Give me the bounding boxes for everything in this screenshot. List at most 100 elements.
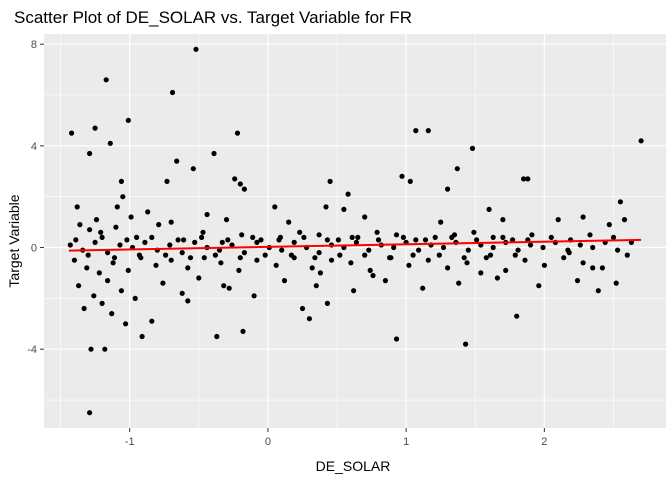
data-point: [221, 283, 227, 289]
data-point: [362, 252, 368, 258]
data-point: [580, 260, 586, 266]
data-point: [123, 321, 129, 327]
data-point: [99, 234, 105, 240]
y-axis-title: Target Variable: [6, 194, 22, 287]
data-point: [179, 290, 185, 296]
x-axis-title: DE_SOLAR: [316, 458, 391, 474]
data-point: [461, 255, 467, 261]
data-point: [218, 260, 224, 266]
data-points: [67, 46, 644, 416]
data-point: [327, 178, 333, 184]
data-point: [483, 255, 489, 261]
data-point: [351, 288, 357, 294]
data-point: [239, 232, 245, 238]
data-point: [587, 232, 593, 238]
data-point: [76, 283, 82, 289]
data-point: [323, 204, 329, 210]
data-point: [229, 242, 235, 248]
data-point: [167, 242, 173, 248]
data-point: [145, 209, 151, 215]
data-point: [240, 328, 246, 334]
data-point: [463, 341, 469, 347]
data-point: [77, 222, 83, 228]
data-point: [93, 217, 100, 223]
data-point: [196, 275, 202, 281]
x-tick-label: 1: [403, 436, 409, 448]
data-point: [324, 300, 330, 306]
data-point: [599, 265, 606, 271]
data-point: [134, 234, 140, 240]
data-point: [366, 247, 372, 253]
data-point: [425, 257, 431, 263]
data-point: [111, 255, 118, 261]
data-point: [201, 255, 207, 261]
data-point: [185, 298, 191, 304]
data-point: [445, 265, 451, 271]
plot-panel: [44, 34, 666, 428]
data-point: [527, 242, 534, 248]
data-point: [317, 270, 323, 276]
data-point: [420, 285, 426, 291]
data-point: [515, 247, 521, 253]
data-point: [355, 234, 361, 240]
data-point: [179, 250, 185, 256]
data-point: [613, 280, 619, 286]
data-point: [87, 227, 93, 233]
data-point: [85, 252, 91, 258]
data-point: [87, 150, 93, 157]
data-point: [187, 255, 194, 261]
data-point: [105, 250, 111, 256]
data-point: [540, 244, 546, 251]
data-point: [536, 283, 542, 289]
data-point: [382, 278, 388, 284]
x-tick-label: 0: [265, 436, 271, 448]
data-point: [370, 272, 376, 279]
data-point: [393, 336, 400, 342]
x-tick-label: 2: [541, 436, 547, 448]
data-point: [610, 234, 617, 240]
data-point: [114, 204, 120, 210]
data-point: [590, 265, 596, 271]
data-point: [110, 260, 116, 266]
data-point: [407, 178, 413, 184]
data-point: [469, 145, 476, 151]
data-point: [494, 275, 500, 281]
data-point: [449, 234, 455, 240]
data-point: [107, 140, 113, 146]
data-point: [219, 239, 225, 245]
y-axis: -4 0 4 8: [27, 39, 44, 356]
data-point: [577, 242, 583, 248]
chart-title: Scatter Plot of DE_SOLAR vs. Target Vari…: [14, 8, 412, 27]
data-point: [299, 305, 306, 312]
x-axis: -1 0 1 2: [125, 428, 547, 448]
data-point: [234, 130, 241, 136]
data-point: [474, 237, 480, 243]
data-point: [185, 265, 191, 271]
data-point: [128, 214, 134, 220]
data-point: [509, 237, 516, 243]
data-point: [67, 242, 73, 248]
data-point: [92, 125, 98, 131]
data-point: [139, 333, 145, 340]
data-point: [99, 300, 105, 306]
data-point: [160, 280, 166, 286]
data-point: [272, 204, 278, 210]
data-point: [279, 247, 285, 253]
data-point: [413, 237, 419, 243]
data-point: [288, 252, 294, 258]
data-point: [301, 234, 307, 240]
data-point: [109, 311, 115, 317]
data-point: [399, 173, 405, 179]
data-point: [216, 247, 223, 253]
data-point: [237, 181, 243, 187]
data-point: [103, 77, 109, 83]
minor-gridlines: [44, 34, 666, 428]
data-point: [102, 346, 108, 352]
data-point: [258, 237, 264, 243]
data-point: [286, 219, 292, 225]
data-point: [367, 267, 373, 273]
data-point: [250, 234, 256, 240]
data-point: [541, 262, 548, 268]
data-point: [638, 138, 644, 144]
